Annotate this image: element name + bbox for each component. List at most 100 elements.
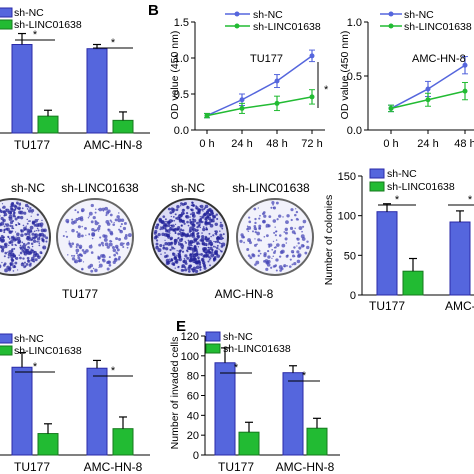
- colony-dot: [177, 232, 180, 236]
- colony-dot: [180, 205, 182, 207]
- colony-dot: [15, 236, 17, 238]
- colony-dot: [254, 238, 256, 240]
- colony-dot: [10, 207, 14, 211]
- colony-dot: [208, 239, 212, 244]
- colony-dot: [11, 225, 14, 228]
- colony-dot: [210, 218, 215, 223]
- colony-dot: [247, 230, 250, 233]
- colony-dot: [193, 258, 198, 262]
- colony-dot: [192, 204, 195, 207]
- colony-dot: [272, 206, 275, 209]
- colony-dot: [18, 254, 20, 256]
- colony-dot: [284, 237, 288, 241]
- colony-dot: [19, 202, 21, 204]
- y-axis-label: OD value (450 nm): [169, 31, 181, 120]
- colony-dot: [82, 261, 85, 263]
- category-label: AMC-: [445, 299, 474, 313]
- colony-dot: [4, 251, 8, 255]
- colony-dot: [98, 266, 100, 269]
- colony-dot: [20, 229, 24, 233]
- colony-dot: [75, 246, 78, 249]
- colony-dot: [96, 227, 101, 231]
- colony-dot: [113, 253, 117, 257]
- colony-dot: [185, 241, 188, 244]
- colony-dot: [273, 251, 276, 255]
- colony-dot: [192, 218, 197, 223]
- colony-dot: [202, 226, 205, 228]
- colony-dot: [201, 258, 204, 260]
- colony-dot: [286, 214, 290, 218]
- colony-dot: [75, 252, 78, 255]
- colony-dot: [12, 211, 16, 215]
- colony-dot: [173, 248, 176, 250]
- colony-dot: [216, 254, 221, 258]
- colony-dot: [200, 237, 205, 242]
- colony-dot: [42, 245, 47, 250]
- colony-dot: [92, 215, 96, 220]
- colony-dot: [88, 244, 93, 249]
- colony-dot: [297, 219, 299, 221]
- cell-line-label: TU177: [250, 53, 283, 65]
- colony-dot: [212, 259, 216, 262]
- panel-a: sh-NC sh-LINC01638 * * TU177 AMC-HN-8: [0, 7, 150, 152]
- y-axis-label: OD value (450 nm): [339, 31, 351, 120]
- colony-dot: [298, 226, 303, 230]
- colony-dot: [38, 244, 41, 247]
- colony-dot: [258, 224, 262, 228]
- colony-dot: [65, 235, 69, 238]
- colony-dot: [181, 250, 185, 253]
- colony-dot: [260, 239, 263, 242]
- colony-dot: [77, 225, 81, 229]
- plate-label: sh-NC: [11, 181, 45, 195]
- colony-dot: [155, 242, 159, 246]
- colony-dot: [42, 240, 45, 243]
- colony-dot: [214, 232, 217, 235]
- colony-dot: [90, 244, 92, 246]
- colony-dot: [219, 221, 222, 224]
- colony-dot: [219, 236, 224, 241]
- colony-dot: [302, 219, 307, 224]
- colony-dot: [165, 229, 169, 233]
- colony-dot: [272, 203, 274, 206]
- colony-dot: [255, 228, 257, 231]
- colony-dot: [160, 219, 165, 224]
- colony-dot: [3, 214, 6, 217]
- colony-dot: [174, 256, 177, 259]
- colony-plate-image: [0, 198, 51, 276]
- colony-dot: [75, 217, 79, 222]
- y-tick-label: 120: [181, 331, 199, 343]
- series-lines: [388, 56, 468, 113]
- colony-dot: [205, 226, 208, 229]
- y-tick-label: 1.5: [174, 17, 189, 29]
- legend-label-sh-nc: sh-NC: [14, 7, 44, 19]
- colony-dot: [293, 246, 296, 249]
- colony-dot: [180, 244, 185, 249]
- colony-dot: [196, 225, 199, 229]
- colony-dot: [190, 268, 194, 271]
- colony-dot: [174, 227, 178, 231]
- colony-dot: [24, 232, 27, 236]
- colony-dot: [15, 205, 18, 208]
- colony-dot: [199, 267, 201, 269]
- colony-dot: [212, 249, 214, 251]
- colony-dot: [208, 244, 210, 246]
- colony-dot: [189, 218, 192, 222]
- colony-dot: [262, 220, 266, 224]
- colony-dot: [20, 233, 24, 238]
- colony-dot: [175, 232, 177, 235]
- colony-dot: [90, 251, 94, 254]
- colony-dot: [191, 244, 193, 247]
- colony-dot: [187, 270, 191, 273]
- colony-dot: [67, 254, 69, 256]
- colony-dot: [198, 223, 201, 227]
- colony-dot: [265, 267, 269, 271]
- colony-dot: [163, 223, 167, 227]
- colony-dot: [95, 208, 97, 210]
- colony-dot: [259, 252, 262, 255]
- colony-dot: [7, 252, 12, 257]
- colony-dot: [203, 266, 207, 270]
- y-tick-label: 100: [181, 351, 199, 363]
- colony-dot: [99, 236, 102, 239]
- colony-dot: [272, 265, 276, 268]
